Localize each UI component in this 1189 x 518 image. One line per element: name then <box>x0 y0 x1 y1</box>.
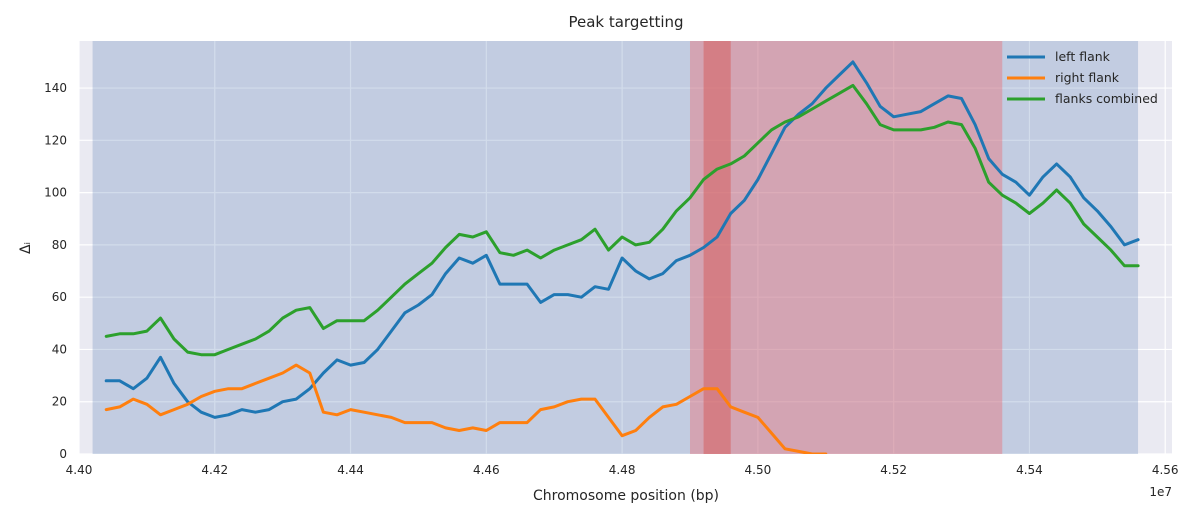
x-tick-label: 4.56 <box>1152 463 1179 477</box>
series-line-right-flank <box>104 363 828 454</box>
y-tick-label: 0 <box>59 447 67 461</box>
highlight-regions <box>92 41 1139 454</box>
series-line-flanks-combined <box>104 83 1140 357</box>
y-tick-label: 40 <box>52 342 67 356</box>
x-tick-label: 4.50 <box>745 463 772 477</box>
x-axis-label: Chromosome position (bp) <box>533 488 719 504</box>
chart-title: Peak targetting <box>568 13 683 31</box>
y-axis-label: Δᵢ <box>18 242 34 254</box>
x-tick-label: 4.46 <box>473 463 500 477</box>
legend-label: left flank <box>1055 49 1111 64</box>
x-tick-label: 4.54 <box>1016 463 1043 477</box>
x-tick-label: 4.52 <box>880 463 907 477</box>
highlight-region-2 <box>703 41 731 454</box>
series-line-left-flank <box>104 60 1140 419</box>
y-tick-label: 120 <box>44 133 67 147</box>
plot-background <box>79 41 1172 454</box>
x-tick-label: 4.42 <box>201 463 228 477</box>
x-tick-label: 4.48 <box>609 463 636 477</box>
y-tick-label: 140 <box>44 81 67 95</box>
legend-label: right flank <box>1055 70 1120 85</box>
x-axis-offset-label: 1e7 <box>1149 485 1172 499</box>
grid-lines <box>78 41 1172 455</box>
y-tick-label: 100 <box>44 186 67 200</box>
x-axis-ticks: 4.40 4.42 4.44 4.46 4.48 4.50 4.52 4.54 4.56 <box>66 463 1179 477</box>
series-layer <box>104 60 1140 454</box>
highlight-region-0 <box>92 41 1139 454</box>
y-axis-ticks: 0 20 40 60 80 100 120 140 <box>44 81 67 461</box>
y-tick-label: 60 <box>52 290 67 304</box>
x-tick-label: 4.44 <box>337 463 364 477</box>
y-tick-label: 20 <box>52 395 67 409</box>
legend: left flank right flank flanks combined <box>1007 49 1158 106</box>
y-tick-label: 80 <box>52 238 67 252</box>
highlight-region-1 <box>689 41 1003 454</box>
legend-label: flanks combined <box>1055 91 1158 106</box>
x-tick-label: 4.40 <box>66 463 93 477</box>
